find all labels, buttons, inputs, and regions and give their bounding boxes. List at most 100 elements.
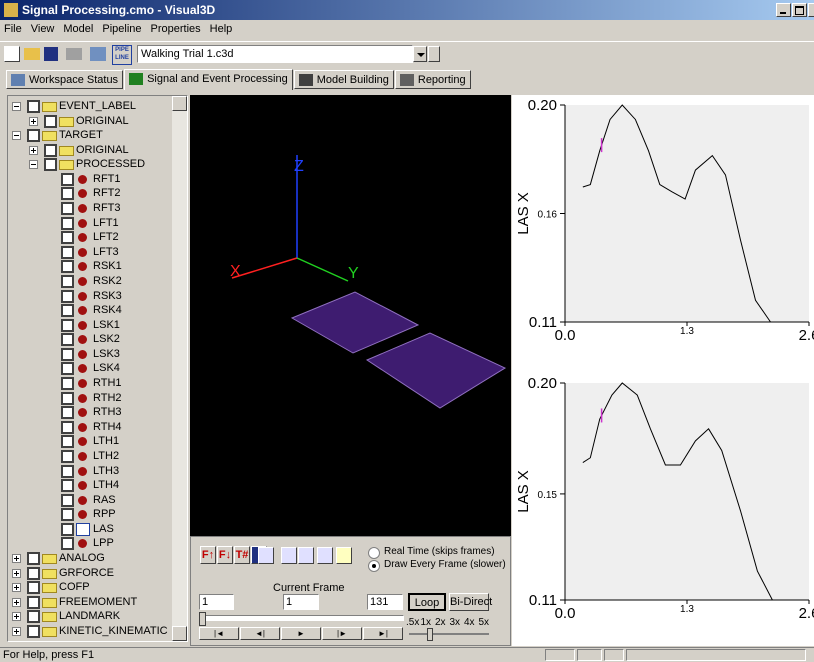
tree-label[interactable]: LTH3 [93,465,119,477]
tree-label[interactable]: RTH4 [93,421,122,433]
tree-label[interactable]: LFT2 [93,231,119,243]
tree-label[interactable]: PROCESSED [76,158,145,170]
tree-checkbox[interactable] [61,465,74,478]
tree-label[interactable]: TARGET [59,129,103,141]
tree-expander[interactable] [12,102,21,111]
tree-checkbox[interactable] [61,202,74,215]
tree-checkbox[interactable] [61,231,74,244]
scroll-down[interactable] [172,626,187,641]
tree-checkbox[interactable] [27,625,40,638]
tool-button[interactable] [90,47,106,61]
tree-checkbox[interactable] [61,319,74,332]
tree-checkbox[interactable] [44,115,57,128]
tree-checkbox[interactable] [61,494,74,507]
tree-expander[interactable] [12,131,21,140]
tree-label[interactable]: RFT1 [93,173,121,185]
tree-checkbox[interactable] [61,537,74,550]
tree-label[interactable]: LSK2 [93,333,120,345]
tree-checkbox[interactable] [27,129,40,142]
menu-item[interactable]: Help [210,23,233,35]
tree-checkbox[interactable] [44,158,57,171]
loop-button[interactable]: Loop [408,593,446,611]
speed-slider[interactable] [409,633,489,635]
tree-expander[interactable] [12,554,21,563]
tree-checkbox[interactable] [61,479,74,492]
tree-label[interactable]: LFT1 [93,217,119,229]
tree-label[interactable]: ORIGINAL [76,115,129,127]
tab[interactable]: Workspace Status [6,70,123,89]
tree-checkbox[interactable] [61,377,74,390]
new-button[interactable] [4,46,20,62]
print-button[interactable] [66,48,82,60]
tool-button[interactable]: F↑ [200,546,216,564]
tree-expander[interactable] [12,598,21,607]
tree-checkbox[interactable] [61,523,74,536]
start-frame-input[interactable]: 1 [199,594,234,610]
tree-checkbox[interactable] [61,508,74,521]
tree-label[interactable]: ORIGINAL [76,144,129,156]
tree-label[interactable]: ANALOG [59,552,105,564]
nav-button[interactable]: ◄| [240,627,280,640]
tree-expander[interactable] [12,612,21,621]
tree-checkbox[interactable] [27,596,40,609]
tree-checkbox[interactable] [61,217,74,230]
tree-label[interactable]: LANDMARK [59,610,120,622]
menu-item[interactable]: File [4,23,22,35]
tree-label[interactable]: LTH1 [93,435,119,447]
tree-label[interactable]: LSK3 [93,348,120,360]
current-frame-input[interactable]: 1 [283,594,319,610]
tree-checkbox[interactable] [27,552,40,565]
tree-label[interactable]: RPP [93,508,116,520]
tree-label[interactable]: LTH2 [93,450,119,462]
tree-label[interactable]: LFT3 [93,246,119,258]
close-button[interactable] [808,3,814,17]
tab[interactable]: Reporting [395,70,471,89]
scroll-up[interactable] [172,96,187,111]
spin-button[interactable] [428,46,440,62]
tree-label[interactable]: RAS [93,494,116,506]
tree-checkbox[interactable] [61,406,74,419]
tree-label[interactable]: RSK1 [93,260,122,272]
tree-label[interactable]: LTH4 [93,479,119,491]
tree-expander[interactable] [29,146,38,155]
menu-item[interactable]: Properties [151,23,201,35]
tree-label[interactable]: COFP [59,581,90,593]
nav-button[interactable]: ►| [363,627,403,640]
radio-button[interactable] [368,560,380,572]
menu-item[interactable]: Pipeline [102,23,141,35]
nav-button[interactable]: |◄ [199,627,239,640]
tree-checkbox[interactable] [27,581,40,594]
tree-label[interactable]: RSK2 [93,275,122,287]
tree-label[interactable]: LSK4 [93,362,120,374]
tree-checkbox[interactable] [61,450,74,463]
frame-slider[interactable] [199,615,404,621]
tab[interactable]: Signal and Event Processing [124,69,293,90]
tree-checkbox[interactable] [61,333,74,346]
tree-expander[interactable] [29,117,38,126]
tree-checkbox[interactable] [27,567,40,580]
tree-checkbox[interactable] [61,435,74,448]
tab[interactable]: Model Building [294,70,394,89]
tree-label[interactable]: LAS [93,523,114,535]
maximize-button[interactable] [792,3,807,17]
tree-checkbox[interactable] [61,304,74,317]
combo-dropdown[interactable] [413,46,427,62]
tree-checkbox[interactable] [61,173,74,186]
end-frame-input[interactable]: 131 [367,594,403,610]
tree-label[interactable]: RTH1 [93,377,122,389]
tree-label[interactable]: KINETIC_KINEMATIC [59,625,168,637]
view-button[interactable] [258,547,274,564]
view-button[interactable] [317,547,333,564]
tree-label[interactable]: LPP [93,537,114,549]
minimize-button[interactable] [776,3,791,17]
nav-button[interactable]: ► [281,627,321,640]
tree-label[interactable]: RTH3 [93,406,122,418]
view-button[interactable] [336,547,352,564]
view-button[interactable] [298,547,314,564]
nav-button[interactable]: |► [322,627,362,640]
tree-checkbox[interactable] [44,144,57,157]
tree-checkbox[interactable] [61,362,74,375]
tree-checkbox[interactable] [61,290,74,303]
scrollbar[interactable] [172,96,187,641]
